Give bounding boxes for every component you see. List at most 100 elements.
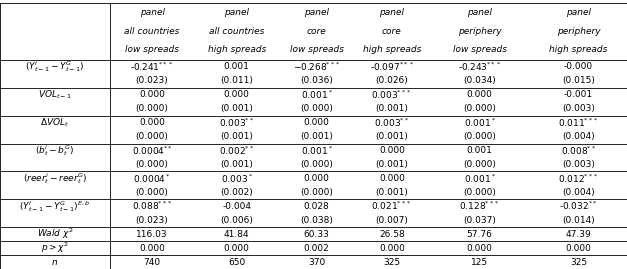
Text: 0.001: 0.001 — [466, 146, 493, 155]
Text: (0.000): (0.000) — [463, 160, 496, 169]
Text: -0.241$^{***}$: -0.241$^{***}$ — [130, 61, 174, 73]
Text: 26.58: 26.58 — [379, 230, 405, 239]
Text: 0.128$^{***}$: 0.128$^{***}$ — [459, 200, 500, 213]
Text: 0.000: 0.000 — [139, 244, 165, 253]
Text: 0.001: 0.001 — [224, 62, 250, 71]
Text: 0.002$^{**}$: 0.002$^{**}$ — [219, 144, 255, 157]
Text: $(b^i_t - b^G_t)$: $(b^i_t - b^G_t)$ — [35, 143, 75, 158]
Text: 0.000: 0.000 — [566, 244, 591, 253]
Text: 0.000: 0.000 — [139, 118, 165, 127]
Text: (0.015): (0.015) — [562, 76, 595, 85]
Text: (0.007): (0.007) — [376, 216, 408, 225]
Text: (0.000): (0.000) — [463, 104, 496, 113]
Text: low spreads: low spreads — [125, 45, 179, 54]
Text: (0.000): (0.000) — [135, 132, 169, 141]
Text: high spreads: high spreads — [208, 45, 266, 54]
Text: (0.001): (0.001) — [220, 104, 253, 113]
Text: 0.012$^{***}$: 0.012$^{***}$ — [558, 172, 599, 185]
Text: n: n — [52, 257, 58, 267]
Text: 60.33: 60.33 — [303, 230, 330, 239]
Text: 0.000: 0.000 — [379, 146, 405, 155]
Text: 0.003$^{**}$: 0.003$^{**}$ — [374, 116, 409, 129]
Text: 325: 325 — [570, 257, 587, 267]
Text: -0.243$^{***}$: -0.243$^{***}$ — [458, 61, 502, 73]
Text: (0.001): (0.001) — [220, 160, 253, 169]
Text: 0.0004$^*$: 0.0004$^*$ — [133, 172, 171, 185]
Text: high spreads: high spreads — [549, 45, 608, 54]
Text: (0.023): (0.023) — [135, 216, 169, 225]
Text: (0.037): (0.037) — [463, 216, 496, 225]
Text: $p > \chi^2$: $p > \chi^2$ — [41, 241, 69, 255]
Text: periphery: periphery — [458, 27, 502, 36]
Text: panel: panel — [566, 9, 591, 17]
Text: 116.03: 116.03 — [136, 230, 168, 239]
Text: 0.002: 0.002 — [303, 244, 330, 253]
Text: 0.000: 0.000 — [379, 244, 405, 253]
Text: 0.000: 0.000 — [224, 90, 250, 99]
Text: panel: panel — [304, 9, 329, 17]
Text: (0.038): (0.038) — [300, 216, 333, 225]
Text: (0.000): (0.000) — [135, 104, 169, 113]
Text: core: core — [307, 27, 327, 36]
Text: $-$0.268$^{***}$: $-$0.268$^{***}$ — [293, 61, 340, 73]
Text: (0.026): (0.026) — [376, 76, 408, 85]
Text: 0.000: 0.000 — [139, 90, 165, 99]
Text: 41.84: 41.84 — [224, 230, 250, 239]
Text: 0.0004$^{**}$: 0.0004$^{**}$ — [132, 144, 172, 157]
Text: (0.001): (0.001) — [300, 132, 333, 141]
Text: (0.000): (0.000) — [463, 132, 496, 141]
Text: (0.034): (0.034) — [463, 76, 496, 85]
Text: $(Y^i_{t-1} - Y^G_{t-1})$: $(Y^i_{t-1} - Y^G_{t-1})$ — [25, 59, 85, 75]
Text: $\Delta VOL_t$: $\Delta VOL_t$ — [40, 116, 70, 129]
Text: -0.004: -0.004 — [222, 202, 251, 211]
Text: (0.004): (0.004) — [562, 132, 595, 141]
Text: 0.000: 0.000 — [466, 244, 493, 253]
Text: 0.001$^*$: 0.001$^*$ — [300, 89, 333, 101]
Text: all countries: all countries — [124, 27, 180, 36]
Text: -0.097$^{***}$: -0.097$^{***}$ — [370, 61, 414, 73]
Text: 325: 325 — [383, 257, 401, 267]
Text: (0.000): (0.000) — [135, 188, 169, 197]
Text: (0.003): (0.003) — [562, 104, 595, 113]
Text: $VOL_{t-1}$: $VOL_{t-1}$ — [38, 89, 72, 101]
Text: 0.001$^*$: 0.001$^*$ — [463, 172, 496, 185]
Text: 740: 740 — [144, 257, 161, 267]
Text: (0.006): (0.006) — [220, 216, 253, 225]
Text: (0.001): (0.001) — [376, 104, 408, 113]
Text: -0.032$^{**}$: -0.032$^{**}$ — [559, 200, 598, 213]
Text: 0.003$^*$: 0.003$^*$ — [221, 172, 253, 185]
Text: 47.39: 47.39 — [566, 230, 591, 239]
Text: $(Y^i_{t-1} - Y^G_{t-1})^{E,b}$: $(Y^i_{t-1} - Y^G_{t-1})^{E,b}$ — [19, 199, 90, 214]
Text: (0.014): (0.014) — [562, 216, 595, 225]
Text: core: core — [382, 27, 402, 36]
Text: low spreads: low spreads — [453, 45, 507, 54]
Text: 0.001$^*$: 0.001$^*$ — [300, 144, 333, 157]
Text: (0.000): (0.000) — [300, 188, 333, 197]
Text: (0.023): (0.023) — [135, 76, 169, 85]
Text: 0.000: 0.000 — [303, 118, 330, 127]
Text: 0.028: 0.028 — [303, 202, 330, 211]
Text: panel: panel — [467, 9, 492, 17]
Text: high spreads: high spreads — [362, 45, 421, 54]
Text: 0.000: 0.000 — [224, 244, 250, 253]
Text: 0.000: 0.000 — [379, 174, 405, 183]
Text: 0.003$^{**}$: 0.003$^{**}$ — [219, 116, 255, 129]
Text: low spreads: low spreads — [290, 45, 344, 54]
Text: (0.001): (0.001) — [376, 160, 408, 169]
Text: $(reer^i_t - reer^G_t)$: $(reer^i_t - reer^G_t)$ — [23, 171, 87, 186]
Text: (0.000): (0.000) — [463, 188, 496, 197]
Text: (0.002): (0.002) — [220, 188, 253, 197]
Text: periphery: periphery — [557, 27, 600, 36]
Text: 0.088$^{***}$: 0.088$^{***}$ — [132, 200, 172, 213]
Text: 125: 125 — [471, 257, 488, 267]
Text: Wald $\chi^2$: Wald $\chi^2$ — [36, 227, 73, 241]
Text: (0.001): (0.001) — [376, 132, 408, 141]
Text: (0.001): (0.001) — [376, 188, 408, 197]
Text: (0.011): (0.011) — [220, 76, 253, 85]
Text: 650: 650 — [228, 257, 245, 267]
Text: 0.001$^*$: 0.001$^*$ — [463, 116, 496, 129]
Text: 0.008$^{**}$: 0.008$^{**}$ — [561, 144, 596, 157]
Text: (0.000): (0.000) — [300, 104, 333, 113]
Text: 0.011$^{***}$: 0.011$^{***}$ — [558, 116, 599, 129]
Text: -0.000: -0.000 — [564, 62, 593, 71]
